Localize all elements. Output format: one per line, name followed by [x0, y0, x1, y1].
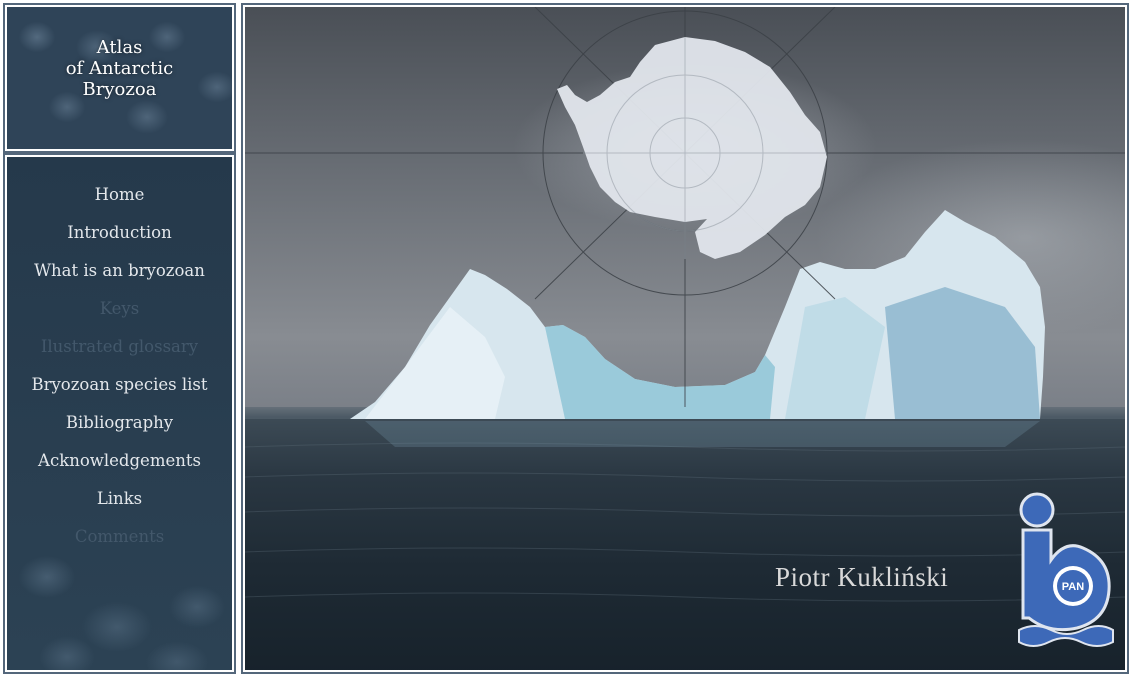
bryozoa-texture-background — [7, 157, 232, 670]
bryozoa-texture-background — [7, 7, 232, 149]
author-name: Piotr Kukliński — [775, 562, 949, 592]
site-title-line-3: Bryozoa — [82, 79, 157, 100]
logo-text: PAN — [1062, 581, 1084, 593]
sea-waves — [245, 442, 1125, 602]
nav-item-comments: Comments — [74, 527, 165, 546]
nav-item-links[interactable]: Links — [96, 489, 143, 508]
nav-item-bibliography[interactable]: Bibliography — [65, 413, 174, 432]
nav-item-acknowledgements[interactable]: Acknowledgements — [38, 451, 201, 470]
site-title[interactable]: Atlas of Antarctic Bryozoa — [7, 37, 232, 100]
nav-item-species-list[interactable]: Bryozoan species list — [31, 375, 208, 394]
hero-illustration — [245, 7, 1125, 602]
iopan-logo-icon[interactable]: PAN — [1015, 490, 1115, 650]
sidebar-navigation: Home Introduction What is an bryozoan Ke… — [5, 155, 234, 672]
nav-item-introduction[interactable]: Introduction — [67, 223, 172, 242]
nav-item-keys: Keys — [99, 299, 140, 318]
hero-banner: Piotr Kukliński PAN — [243, 5, 1127, 672]
nav-item-home[interactable]: Home — [94, 185, 145, 204]
nav-item-what-is-bryozoan[interactable]: What is an bryozoan — [34, 261, 205, 280]
site-title-line-2: of Antarctic — [65, 58, 174, 79]
iceberg-photo — [350, 210, 1045, 447]
site-title-panel: Atlas of Antarctic Bryozoa — [5, 5, 234, 151]
nav-menu: Home Introduction What is an bryozoan Ke… — [7, 185, 232, 565]
antarctica-shape — [557, 37, 827, 259]
nav-item-glossary: Ilustrated glossary — [40, 337, 199, 356]
site-title-line-1: Atlas — [96, 37, 143, 58]
